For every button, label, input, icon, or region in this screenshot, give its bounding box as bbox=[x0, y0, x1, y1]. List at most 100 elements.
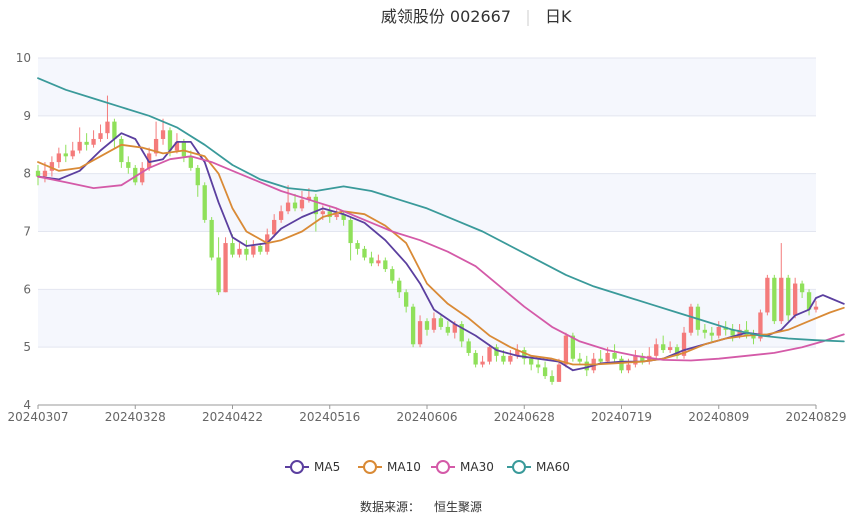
candle bbox=[98, 124, 103, 142]
candle bbox=[709, 326, 714, 342]
period-label: 日K bbox=[545, 7, 572, 26]
candle bbox=[522, 347, 527, 365]
candle bbox=[195, 164, 200, 197]
candle bbox=[383, 257, 388, 272]
candle bbox=[598, 350, 603, 365]
candle-body bbox=[522, 350, 527, 359]
candle-body bbox=[77, 141, 82, 151]
x-tick-label: 20240516 bbox=[299, 410, 360, 424]
candle-body bbox=[285, 202, 291, 212]
candle-body bbox=[556, 364, 562, 382]
candle-body bbox=[786, 277, 791, 316]
candle-body bbox=[327, 211, 332, 218]
legend-item-ma60[interactable]: MA60 bbox=[507, 460, 570, 474]
candle-body bbox=[341, 214, 346, 220]
candle bbox=[431, 312, 437, 333]
candle-body bbox=[688, 306, 694, 333]
grid bbox=[38, 57, 816, 406]
candle bbox=[410, 303, 416, 348]
candle-body bbox=[258, 245, 263, 252]
candle-body bbox=[501, 355, 506, 362]
candle-body bbox=[626, 364, 631, 371]
legend-label: MA10 bbox=[387, 460, 421, 474]
candle-body bbox=[459, 324, 464, 342]
candle bbox=[70, 141, 75, 160]
candle bbox=[49, 156, 55, 177]
candle-body bbox=[105, 121, 110, 134]
candle bbox=[563, 332, 569, 368]
candle-body bbox=[35, 170, 41, 177]
candle bbox=[272, 214, 277, 238]
candle-body bbox=[313, 196, 319, 215]
candle bbox=[202, 182, 207, 223]
candle bbox=[397, 277, 402, 299]
candle-body bbox=[619, 358, 624, 371]
candle-body bbox=[674, 347, 680, 356]
legend-label: MA30 bbox=[460, 460, 494, 474]
candle bbox=[438, 315, 444, 330]
candle-body bbox=[487, 347, 492, 362]
legend-item-ma30[interactable]: MA30 bbox=[431, 460, 494, 474]
candle bbox=[126, 156, 131, 174]
candle bbox=[334, 208, 339, 220]
legend: MA5 MA10 MA30 MA60 bbox=[285, 460, 570, 474]
candle-body bbox=[570, 335, 576, 359]
candle-body bbox=[49, 162, 55, 171]
candle bbox=[63, 144, 68, 163]
candle-body bbox=[355, 243, 360, 249]
candle bbox=[577, 352, 582, 365]
candle-body bbox=[535, 364, 541, 368]
candle-body bbox=[584, 361, 589, 371]
candle-body bbox=[244, 248, 249, 255]
candle-body bbox=[56, 153, 61, 163]
candle-body bbox=[390, 269, 395, 281]
candle bbox=[779, 243, 784, 325]
candle bbox=[813, 300, 819, 313]
x-tick-label: 20240422 bbox=[202, 410, 263, 424]
candle bbox=[355, 240, 360, 255]
candle bbox=[716, 321, 721, 339]
legend-item-ma5[interactable]: MA5 bbox=[285, 460, 340, 474]
ma-line-ma60 bbox=[37, 77, 845, 343]
candle-body bbox=[779, 277, 784, 322]
candle bbox=[591, 352, 596, 374]
candle-body bbox=[813, 306, 819, 310]
candle-body bbox=[772, 277, 777, 322]
legend-item-ma10[interactable]: MA10 bbox=[358, 460, 421, 474]
candle bbox=[702, 324, 708, 339]
candle-body bbox=[320, 211, 325, 215]
x-tick-label: 20240606 bbox=[396, 410, 457, 424]
y-tick-label: 7 bbox=[23, 225, 31, 239]
candle bbox=[619, 355, 624, 374]
candle-body bbox=[174, 141, 180, 151]
candle-body bbox=[438, 318, 444, 327]
candle-body bbox=[549, 376, 555, 382]
candle-body bbox=[251, 245, 256, 255]
x-axis: 20240307 20240328 20240422 20240516 20240606… bbox=[7, 404, 847, 424]
candle-body bbox=[542, 367, 548, 377]
candle-body bbox=[431, 318, 437, 330]
candle-body bbox=[209, 219, 214, 258]
candle-body bbox=[195, 167, 200, 186]
candle bbox=[216, 237, 221, 296]
candle-body bbox=[793, 283, 798, 316]
candle bbox=[417, 315, 423, 348]
candle-body bbox=[640, 355, 645, 362]
candle bbox=[751, 329, 756, 345]
candle-body bbox=[654, 344, 659, 356]
candle-body bbox=[140, 167, 145, 183]
candle-body bbox=[480, 361, 485, 365]
candle-body bbox=[278, 211, 284, 220]
candle bbox=[765, 274, 770, 316]
candle bbox=[640, 352, 645, 365]
candle-body bbox=[765, 277, 770, 313]
candle-body bbox=[160, 130, 166, 139]
candle-body bbox=[515, 350, 520, 356]
moving-averages bbox=[37, 77, 845, 372]
candle-body bbox=[563, 335, 569, 365]
candle-body bbox=[424, 321, 430, 330]
candle-body bbox=[376, 260, 381, 264]
x-tick-label: 20240829 bbox=[785, 410, 846, 424]
candle bbox=[535, 358, 541, 374]
